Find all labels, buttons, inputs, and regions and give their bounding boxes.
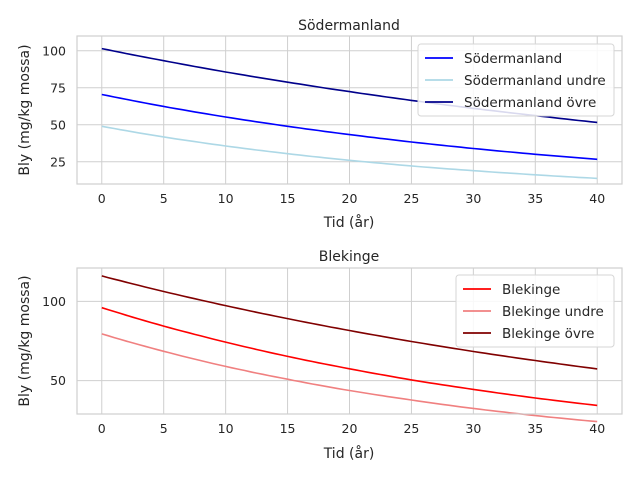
plot-area-frame <box>76 35 623 185</box>
x-tick-label: 20 <box>342 421 358 436</box>
x-axis-label: Tid (år) <box>323 214 375 231</box>
x-tick-label: 15 <box>280 191 296 206</box>
x-tick-label: 10 <box>218 421 234 436</box>
x-tick-label: 40 <box>589 421 605 436</box>
x-tick-label: 0 <box>98 191 106 206</box>
legend: Blekinge Blekinge undre Blekinge övre <box>455 274 615 348</box>
x-tick-label: 5 <box>160 421 168 436</box>
y-tick-label: 25 <box>50 154 66 169</box>
chart-panel-blekinge: Blekinge 0 5 10 15 20 25 30 35 40 50 100 Tid (år)… <box>17 249 623 462</box>
x-tick-label: 35 <box>527 421 543 436</box>
x-tick-label: 15 <box>280 421 296 436</box>
x-tick-label: 20 <box>342 191 358 206</box>
legend-entry-label: Blekinge undre <box>502 304 604 320</box>
series-line <box>101 125 598 180</box>
y-tick-label: 75 <box>50 80 66 95</box>
x-tick-label: 25 <box>403 421 419 436</box>
legend: Södermanland Södermanland undre Södermanla… <box>417 43 615 117</box>
chart-title: Blekinge <box>319 249 379 265</box>
legend-entry-label: Södermanland övre <box>464 95 596 111</box>
x-tick-label: 30 <box>465 421 481 436</box>
series-line <box>101 275 598 370</box>
legend-entry-label: Södermanland <box>464 51 562 67</box>
legend-entry-label: Blekinge <box>502 282 560 298</box>
y-tick-label: 100 <box>42 294 66 309</box>
x-tick-label: 25 <box>403 191 419 206</box>
x-axis-label: Tid (år) <box>323 445 375 462</box>
series-line <box>101 306 598 407</box>
series-line <box>101 333 598 423</box>
chart-panel-sodermanland: Södermanland 0 5 10 15 20 25 30 35 40 255075100 … <box>17 18 623 231</box>
x-tick-label: 5 <box>160 191 168 206</box>
x-tick-label: 35 <box>527 191 543 206</box>
plot-area-frame <box>76 267 623 415</box>
y-axis-label: Bly (mg/kg mossa) <box>17 275 33 406</box>
y-tick-label: 50 <box>50 117 66 132</box>
legend-entry-label: Södermanland undre <box>464 73 606 89</box>
x-tick-label: 0 <box>98 421 106 436</box>
y-axis-label: Bly (mg/kg mossa) <box>17 44 33 175</box>
legend-box <box>455 274 615 348</box>
chart-title: Södermanland <box>298 18 400 34</box>
legend-box <box>417 43 615 117</box>
legend-entry-label: Blekinge övre <box>502 326 594 342</box>
y-tick-label: 100 <box>42 43 66 58</box>
series-line <box>101 93 598 161</box>
x-tick-label: 40 <box>589 191 605 206</box>
x-tick-label: 10 <box>218 191 234 206</box>
y-tick-label: 50 <box>50 373 66 388</box>
x-tick-label: 30 <box>465 191 481 206</box>
